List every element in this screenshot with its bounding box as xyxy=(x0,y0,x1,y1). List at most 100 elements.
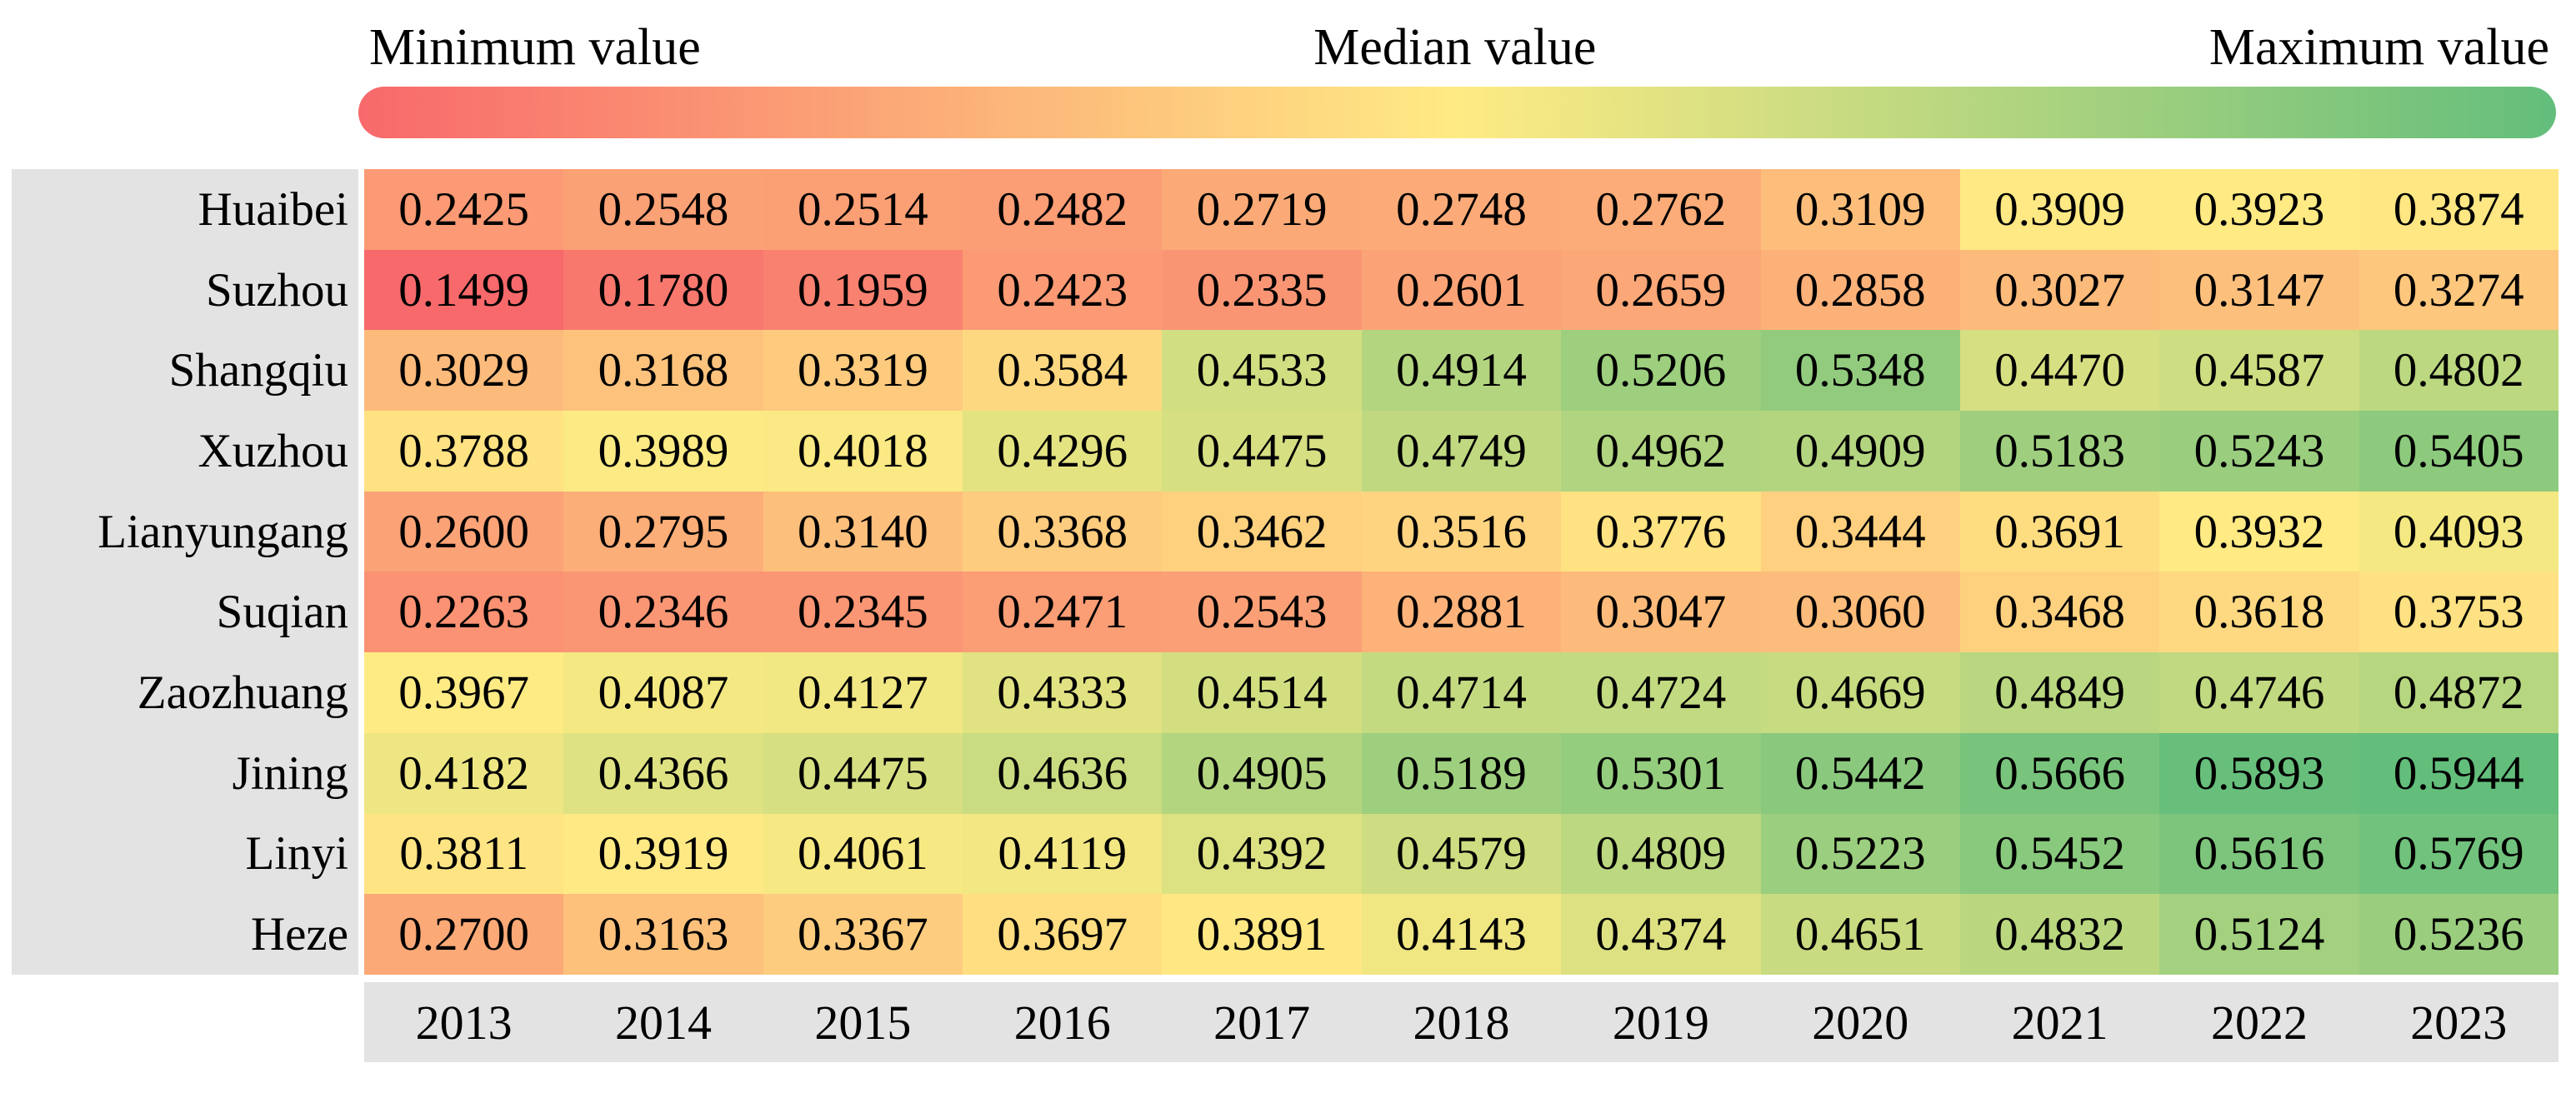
heatmap-cell: 0.3516 xyxy=(1361,491,1562,572)
heatmap-cell: 0.5301 xyxy=(1561,732,1761,814)
heatmap-cell: 0.3029 xyxy=(364,330,564,412)
heatmap-cell: 0.2263 xyxy=(364,571,564,653)
heatmap-cell: 0.3368 xyxy=(963,491,1163,572)
heatmap-cell: 0.3027 xyxy=(1959,249,2160,331)
row-label-suqian: Suqian xyxy=(216,586,348,639)
heatmap-cell: 0.3776 xyxy=(1561,491,1761,572)
heatmap-cell: 0.3168 xyxy=(563,330,763,412)
heatmap-cell: 0.5616 xyxy=(2159,813,2359,895)
heatmap-cell: 0.4127 xyxy=(763,652,963,733)
heatmap-cell: 0.4914 xyxy=(1361,330,1562,412)
heatmap-cell: 0.3753 xyxy=(2358,571,2558,653)
heatmap-cell: 0.4475 xyxy=(763,732,963,814)
heatmap-cell: 0.4669 xyxy=(1760,652,1960,733)
row-label-lianyungang: Lianyungang xyxy=(98,505,348,558)
heatmap-cell: 0.5236 xyxy=(2358,894,2558,975)
heatmap-cell: 0.4182 xyxy=(364,732,564,814)
year-tick-label: 2021 xyxy=(2011,995,2108,1050)
color-scale-legend: Minimum value Median value Maximum value xyxy=(369,18,2549,77)
heatmap-cell: 0.2514 xyxy=(763,169,963,250)
heatmap-cell: 0.5405 xyxy=(2358,411,2558,492)
row-label-suzhou: Suzhou xyxy=(206,263,348,317)
heatmap-cell: 0.3923 xyxy=(2159,169,2359,250)
heatmap-cell: 0.2881 xyxy=(1361,571,1562,653)
year-tick-label: 2020 xyxy=(1812,995,1909,1050)
heatmap-cell: 0.3932 xyxy=(2159,491,2359,572)
heatmap-cell: 0.3891 xyxy=(1162,894,1362,975)
heatmap-cell: 0.5348 xyxy=(1760,330,1960,412)
heatmap-cell: 0.2423 xyxy=(963,249,1163,331)
heatmap-cell: 0.4392 xyxy=(1162,813,1362,895)
row-label-xuzhou: Xuzhou xyxy=(198,424,348,477)
heatmap-cell: 0.4579 xyxy=(1361,813,1562,895)
heatmap-cell: 0.3319 xyxy=(763,330,963,412)
year-tick-label: 2015 xyxy=(814,995,912,1050)
heatmap-cell: 0.3618 xyxy=(2159,571,2359,653)
row-label-jining: Jining xyxy=(232,746,348,800)
heatmap-cell: 0.4119 xyxy=(963,813,1163,895)
heatmap-cell: 0.2482 xyxy=(963,169,1163,250)
heatmap-cell: 0.5124 xyxy=(2159,894,2359,975)
heatmap-cell: 0.4724 xyxy=(1561,652,1761,733)
heatmap-cell: 0.5243 xyxy=(2159,411,2359,492)
heatmap-cell: 0.1499 xyxy=(364,249,564,331)
heatmap-cell: 0.5893 xyxy=(2159,732,2359,814)
heatmap-cell: 0.4061 xyxy=(763,813,963,895)
heatmap-cell: 0.3691 xyxy=(1959,491,2160,572)
heatmap-cell: 0.3697 xyxy=(963,894,1163,975)
heatmap-cell: 0.4533 xyxy=(1162,330,1362,412)
heatmap-cell: 0.3909 xyxy=(1959,169,2160,250)
heatmap-cell: 0.2719 xyxy=(1162,169,1362,250)
heatmap-cell: 0.3060 xyxy=(1760,571,1960,653)
heatmap-cell: 0.2543 xyxy=(1162,571,1362,653)
city-row-labels: Huaibei Suzhou Shangqiu Xuzhou Lianyungang Su… xyxy=(12,169,358,975)
row-label-heze: Heze xyxy=(250,908,348,961)
heatmap-cell: 0.3919 xyxy=(563,813,763,895)
heatmap-cell: 0.4809 xyxy=(1561,813,1761,895)
heatmap-cell: 0.5189 xyxy=(1361,732,1562,814)
heatmap-cell: 0.3989 xyxy=(563,411,763,492)
heatmap-cell: 0.5183 xyxy=(1959,411,2160,492)
heatmap-cell: 0.4832 xyxy=(1959,894,2160,975)
legend-median-label: Median value xyxy=(1313,19,1597,76)
heatmap-cell: 0.4749 xyxy=(1361,411,1562,492)
year-tick-label: 2017 xyxy=(1213,995,1311,1050)
year-tick-label: 2013 xyxy=(415,995,513,1050)
heatmap-cell: 0.4374 xyxy=(1561,894,1761,975)
heatmap-cell: 0.5452 xyxy=(1959,813,2160,895)
heatmap-cell: 0.4470 xyxy=(1959,330,2160,412)
heatmap-cell: 0.5442 xyxy=(1760,732,1960,814)
heatmap-cell: 0.4746 xyxy=(2159,652,2359,733)
heatmap-cell: 0.4802 xyxy=(2358,330,2558,412)
heatmap-cell: 0.2858 xyxy=(1760,249,1960,331)
heatmap-cell: 0.3967 xyxy=(364,652,564,733)
heatmap-cell: 0.4909 xyxy=(1760,411,1960,492)
heatmap-cell: 0.3788 xyxy=(364,411,564,492)
year-tick-label: 2022 xyxy=(2210,995,2308,1050)
heatmap-cell: 0.3874 xyxy=(2358,169,2558,250)
heatmap-cell: 0.2600 xyxy=(364,491,564,572)
heatmap-cell: 0.5206 xyxy=(1561,330,1761,412)
heatmap-cell: 0.3147 xyxy=(2159,249,2359,331)
heatmap-cell: 0.2659 xyxy=(1561,249,1761,331)
row-label-zaozhuang: Zaozhuang xyxy=(137,666,348,720)
heatmap-cell: 0.5666 xyxy=(1959,732,2160,814)
heatmap-cell: 0.3584 xyxy=(963,330,1163,412)
heatmap-cell: 0.4714 xyxy=(1361,652,1562,733)
heatmap-cell: 0.3163 xyxy=(563,894,763,975)
heatmap-cell: 0.4143 xyxy=(1361,894,1562,975)
heatmap-cell: 0.3047 xyxy=(1561,571,1761,653)
year-tick-label: 2016 xyxy=(1013,995,1111,1050)
color-gradient-bar xyxy=(358,87,2556,138)
heatmap-cell: 0.1780 xyxy=(563,249,763,331)
row-label-linyi: Linyi xyxy=(245,827,349,881)
heatmap-cell: 0.4475 xyxy=(1162,411,1362,492)
heatmap-cell: 0.3462 xyxy=(1162,491,1362,572)
year-tick-label: 2019 xyxy=(1612,995,1709,1050)
heatmap-cell: 0.2346 xyxy=(563,571,763,653)
heatmap-cell: 0.2471 xyxy=(963,571,1163,653)
heatmap-cell: 0.4333 xyxy=(963,652,1163,733)
heatmap-cell: 0.2601 xyxy=(1361,249,1562,331)
heatmap-cell: 0.4514 xyxy=(1162,652,1362,733)
